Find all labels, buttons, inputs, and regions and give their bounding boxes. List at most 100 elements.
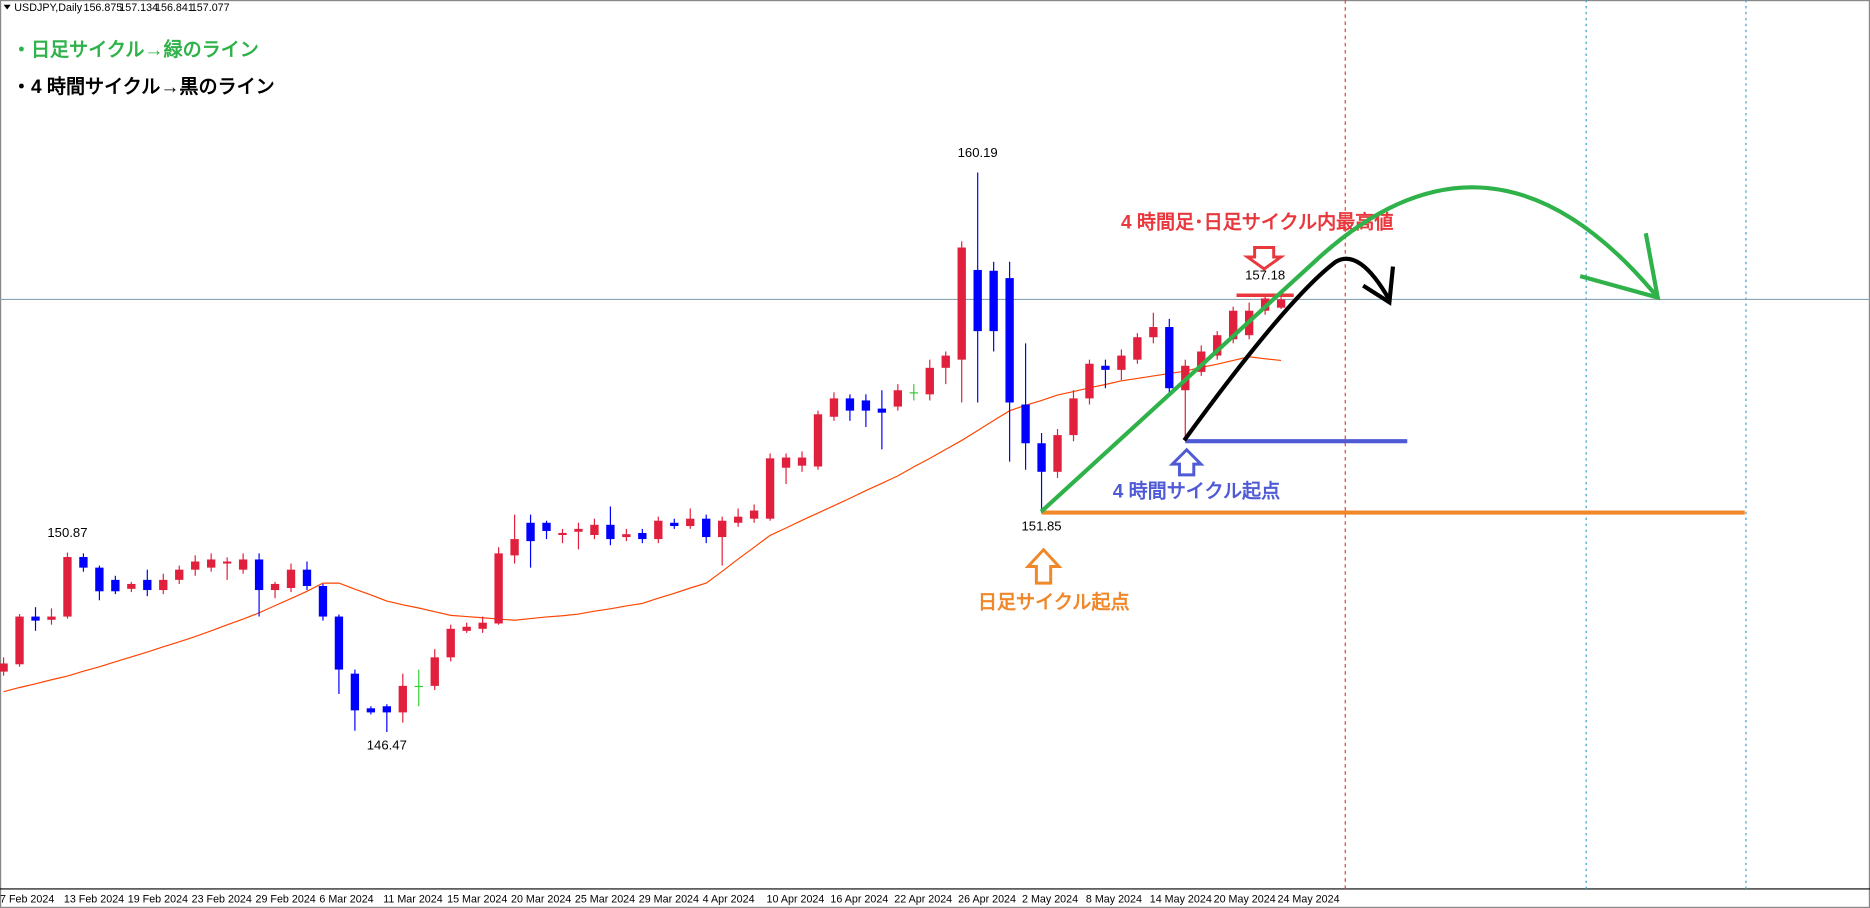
- candle-body: [1021, 404, 1030, 444]
- candle-body: [238, 559, 248, 570]
- candle-body: [558, 532, 567, 536]
- candle-body: [877, 408, 887, 413]
- candle-body: [574, 528, 583, 532]
- candle-body: [702, 518, 711, 538]
- candle-body: [318, 585, 328, 617]
- candle-body: [446, 628, 455, 658]
- candle-body: [909, 392, 918, 394]
- candle-body: [47, 616, 56, 620]
- candle-body: [334, 616, 344, 670]
- candle-body: [1165, 327, 1174, 389]
- x-tick-label: 29 Feb 2024: [256, 894, 316, 906]
- candle-body: [1197, 351, 1206, 372]
- candle-body: [989, 270, 998, 332]
- candle-body: [781, 457, 791, 468]
- candle-body: [542, 522, 551, 531]
- candle-body: [0, 663, 8, 672]
- candle-body: [765, 458, 775, 519]
- note: 4 時間サイクル起点: [1113, 481, 1280, 503]
- x-tick-label: 7 Feb 2024: [0, 894, 54, 906]
- arrow-head: [1362, 266, 1396, 306]
- up-arrow: [1168, 447, 1205, 477]
- candle-body: [494, 553, 503, 624]
- candle-body: [1069, 398, 1078, 436]
- candle-body: [845, 398, 855, 411]
- candle-body: [382, 706, 392, 713]
- candle-body: [111, 579, 120, 592]
- x-tick-label: 4 Apr 2024: [703, 894, 755, 906]
- candle-body: [654, 520, 663, 540]
- x-tick-label: 2 May 2024: [1022, 894, 1078, 906]
- candle-body: [893, 390, 903, 407]
- daily-cycle-curve: [1039, 185, 1660, 514]
- x-tick-label: 11 Mar 2024: [383, 894, 442, 906]
- candle-body: [1101, 365, 1110, 370]
- header-open: 156.875: [83, 2, 122, 14]
- candle-body: [350, 673, 360, 711]
- header-close: 157.077: [191, 2, 230, 14]
- note: ・4 時間サイクル→黒のライン: [12, 76, 275, 98]
- candle-body: [941, 355, 950, 368]
- x-tick-label: 26 Apr 2024: [958, 894, 1016, 906]
- candle-body: [1005, 278, 1014, 403]
- x-tick-label: 13 Feb 2024: [64, 894, 124, 906]
- arrow-head: [1579, 232, 1661, 301]
- candle-body: [430, 657, 439, 686]
- candle-body: [478, 622, 487, 629]
- candle-body: [1053, 435, 1062, 472]
- down-arrow: [1242, 246, 1286, 271]
- candle-body: [286, 569, 296, 589]
- candle-body: [222, 561, 232, 564]
- note: ・日足サイクル→緑のライン: [12, 38, 259, 61]
- x-tick-label: 6 Mar 2024: [319, 894, 373, 906]
- candle-body: [638, 532, 647, 540]
- x-tick-label: 25 Mar 2024: [575, 894, 635, 906]
- candle-body: [670, 522, 679, 527]
- candle-body: [159, 579, 168, 591]
- candle-body: [957, 247, 966, 360]
- candle-body: [718, 520, 727, 538]
- price-label: 151.85: [1022, 518, 1062, 533]
- candle-body: [973, 269, 982, 332]
- candle-body: [510, 539, 519, 556]
- candle-body: [15, 616, 24, 665]
- x-tick-label: 8 May 2024: [1086, 894, 1142, 906]
- candle-body: [590, 524, 599, 536]
- candle-body: [366, 708, 376, 713]
- candle-body: [143, 579, 152, 591]
- x-tick-label: 23 Feb 2024: [192, 894, 252, 906]
- x-tick-label: 29 Mar 2024: [639, 894, 699, 906]
- symbol: USDJPY,Daily: [14, 2, 82, 14]
- candle-body: [1213, 335, 1222, 356]
- note: 日足サイクル起点: [978, 591, 1130, 613]
- x-tick-label: 14 May 2024: [1150, 894, 1212, 906]
- candle-body: [749, 510, 759, 519]
- candle-body: [925, 367, 934, 395]
- menu-icon: [3, 4, 11, 10]
- price-label: 150.87: [47, 525, 87, 540]
- candle-body: [622, 534, 631, 538]
- candle-body: [191, 561, 200, 570]
- candle-body: [462, 626, 471, 631]
- candle-body: [398, 685, 407, 713]
- candle-body: [1229, 310, 1238, 340]
- candle-body: [686, 518, 695, 527]
- candle-body: [79, 557, 88, 568]
- candle-body: [127, 583, 136, 589]
- candle-body: [175, 569, 184, 580]
- x-tick-label: 16 Apr 2024: [830, 894, 888, 906]
- candle-body: [1276, 299, 1286, 308]
- x-tick-label: 15 Mar 2024: [447, 894, 507, 906]
- candle-body: [270, 583, 280, 591]
- candle-body: [1117, 355, 1126, 370]
- moving-average: [3, 356, 1282, 693]
- x-tick-label: 10 Apr 2024: [767, 894, 825, 906]
- candle-body: [31, 616, 40, 621]
- note: 4 時間足･日足サイクル内最高値: [1121, 211, 1393, 234]
- candle-body: [861, 400, 871, 411]
- candle-body: [1133, 337, 1142, 360]
- candle-body: [254, 559, 264, 591]
- x-tick-label: 19 Feb 2024: [128, 894, 188, 906]
